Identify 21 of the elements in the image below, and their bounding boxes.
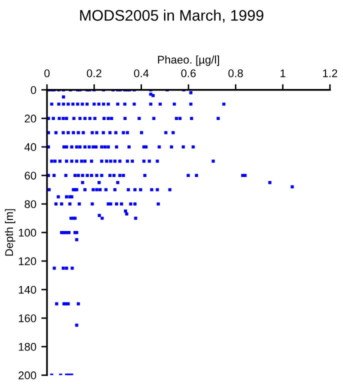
chart-title: MODS2005 in March, 1999: [80, 10, 264, 23]
y-tick-label: 80: [24, 200, 36, 208]
y-tick-label: 140: [18, 286, 36, 294]
y-tick-label: 20: [24, 114, 36, 123]
y-tick-label: 180: [18, 342, 36, 351]
y-tick-label: 40: [24, 143, 36, 152]
y-tick-label: 200: [18, 371, 36, 380]
x-tick-label: 0.6: [181, 69, 196, 78]
x-tick-label: 0.4: [134, 69, 149, 78]
x-axis-title: Phaeo. [µg/l]: [158, 55, 219, 66]
x-tick-label: 1.2: [323, 69, 338, 78]
y-tick-label: 0: [30, 86, 36, 94]
y-tick-label: 60: [24, 172, 36, 180]
y-tick-label: 100: [18, 228, 36, 237]
y-tick-label: 120: [18, 257, 36, 266]
y-axis-title: Depth [m]: [4, 209, 16, 256]
x-tick-label: 1: [280, 69, 286, 78]
x-tick-label: 0: [44, 69, 50, 78]
y-tick-label: 160: [18, 314, 36, 322]
x-tick-label: 0.8: [228, 69, 243, 78]
x-tick-label: 0.2: [86, 69, 102, 78]
